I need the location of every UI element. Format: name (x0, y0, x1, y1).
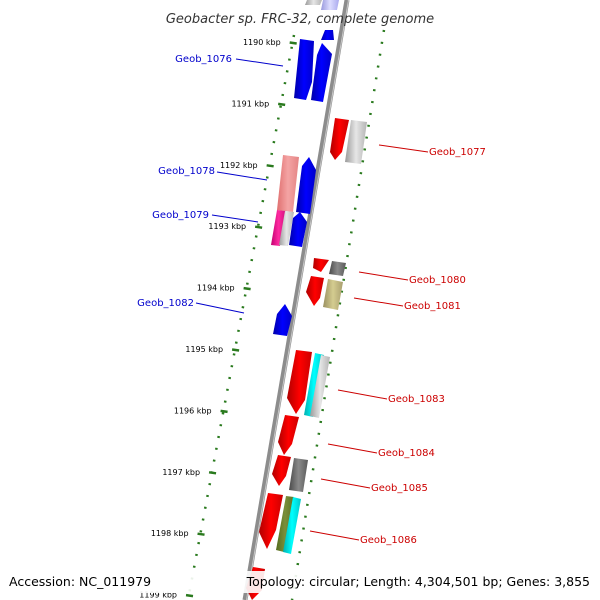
ruler-tick (208, 471, 217, 475)
gene-arrow-geob-1083-gray[interactable] (310, 355, 330, 418)
track-guides (186, 0, 386, 600)
leader-geob-1076 (235, 58, 284, 67)
gene-arrow-geob-1081[interactable] (306, 276, 324, 306)
gene-label-geob-1081[interactable]: Geob_1081 (404, 301, 461, 312)
gene-arrow-geob-1083[interactable] (287, 350, 312, 414)
ruler-tick-label: 1197 kbp (162, 468, 200, 477)
gene-arrow-geob-1076-b[interactable] (311, 43, 332, 102)
gene-arrow-geob-1077[interactable] (330, 118, 349, 160)
ruler-tick-label: 1195 kbp (185, 345, 223, 354)
leader-geob-1078 (216, 171, 268, 181)
gene-arrow-geob-1084[interactable] (278, 415, 299, 455)
gene-label-geob-1079[interactable]: Geob_1079 (152, 210, 209, 221)
ruler-tick (289, 41, 297, 45)
gene-arrow-geob-1079[interactable] (289, 212, 307, 247)
leader-geob-1085 (320, 478, 371, 489)
gene-arrow-top-plus[interactable] (321, 30, 334, 40)
leader-geob-1079 (211, 214, 259, 223)
gene-arrow-top-partial-plus[interactable] (321, 0, 339, 10)
gene-label-geob-1080[interactable]: Geob_1080 (409, 275, 466, 286)
leader-geob-1082 (195, 302, 245, 314)
gene-label-geob-1082[interactable]: Geob_1082 (137, 298, 194, 309)
ruler-tick (220, 409, 228, 414)
label-leader-lines (195, 58, 429, 541)
gene-arrow-geob-1078-pink[interactable] (277, 155, 299, 212)
gene-arrow-geob-1080[interactable] (313, 258, 329, 272)
ruler-tick-label: 1194 kbp (197, 284, 235, 293)
gene-arrow-geob-1078[interactable] (296, 157, 316, 214)
ruler-tick (185, 593, 194, 598)
gene-arrow-geob-1077-gray[interactable] (345, 120, 367, 164)
backbone-highlight (246, 0, 349, 600)
gene-features[interactable] (246, 0, 367, 600)
gene-arrow-geob-1086-cyan[interactable] (283, 497, 301, 554)
backbone-line (242, 0, 350, 600)
gene-arrow-geob-1082[interactable] (273, 304, 292, 336)
gene-label-geob-1086[interactable]: Geob_1086 (360, 535, 417, 546)
ruler-tick (266, 164, 274, 168)
leader-geob-1084 (327, 443, 378, 454)
gene-label-geob-1076[interactable]: Geob_1076 (175, 54, 232, 65)
ruler-tick (254, 225, 263, 229)
ruler-tick-label: 1192 kbp (220, 161, 258, 170)
gene-label-geob-1085[interactable]: Geob_1085 (371, 483, 428, 494)
gene-arrow-geob-1079-magenta[interactable] (271, 210, 286, 246)
ruler-tick (231, 348, 240, 352)
accession-text: Accession: NC_011979 (9, 574, 151, 589)
ruler-tick (197, 532, 205, 536)
ruler-tick-label: 1190 kbp (243, 38, 281, 47)
gene-arrow-top-partial[interactable] (305, 0, 322, 5)
gene-arrow-geob-1085-dark[interactable] (289, 458, 308, 492)
gene-arrow-geob-1085[interactable] (272, 455, 291, 486)
ruler-tick-label: 1196 kbp (174, 406, 212, 415)
ruler-tick (243, 286, 251, 291)
gene-arrow-geob-1076[interactable] (294, 39, 314, 100)
gene-label-geob-1084[interactable]: Geob_1084 (378, 448, 435, 459)
outer-track-right (290, 29, 386, 600)
genome-title: Geobacter sp. FRC-32, complete genome (166, 12, 434, 27)
kbp-ruler: 1190 kbp 1191 kbp 1192 kbp 1193 kbp 1194 kbp… (139, 38, 297, 600)
gene-label-geob-1083[interactable]: Geob_1083 (388, 394, 445, 405)
ruler-tick-label: 1191 kbp (231, 99, 269, 108)
gene-arrow-geob-1079-gray[interactable] (279, 211, 294, 246)
footer-background (0, 571, 600, 593)
gene-label-geob-1078[interactable]: Geob_1078 (158, 166, 215, 177)
ruler-tick-label: 1193 kbp (208, 222, 246, 231)
leader-geob-1077 (378, 144, 429, 153)
gene-arrow-geob-1086-green[interactable] (276, 496, 294, 552)
gene-arrow-geob-1081-olive[interactable] (323, 279, 343, 310)
ruler-tick (277, 102, 286, 107)
leader-geob-1083 (337, 389, 388, 400)
leader-geob-1081 (353, 297, 404, 307)
ruler-tick-label: 1198 kbp (151, 529, 189, 538)
gene-labels[interactable]: Geob_1076 Geob_1077 Geob_1078 Geob_1079 … (137, 54, 486, 546)
gene-arrow-geob-1080-dark[interactable] (329, 261, 346, 276)
ruler-tick-label: 1199 kbp (139, 591, 177, 600)
gene-arrow-geob-1086[interactable] (259, 493, 283, 549)
gene-label-geob-1077[interactable]: Geob_1077 (429, 147, 486, 158)
leader-geob-1086 (309, 530, 360, 541)
leader-geob-1080 (358, 271, 409, 281)
genome-stats-text: Topology: circular; Length: 4,304,501 bp… (246, 574, 590, 589)
